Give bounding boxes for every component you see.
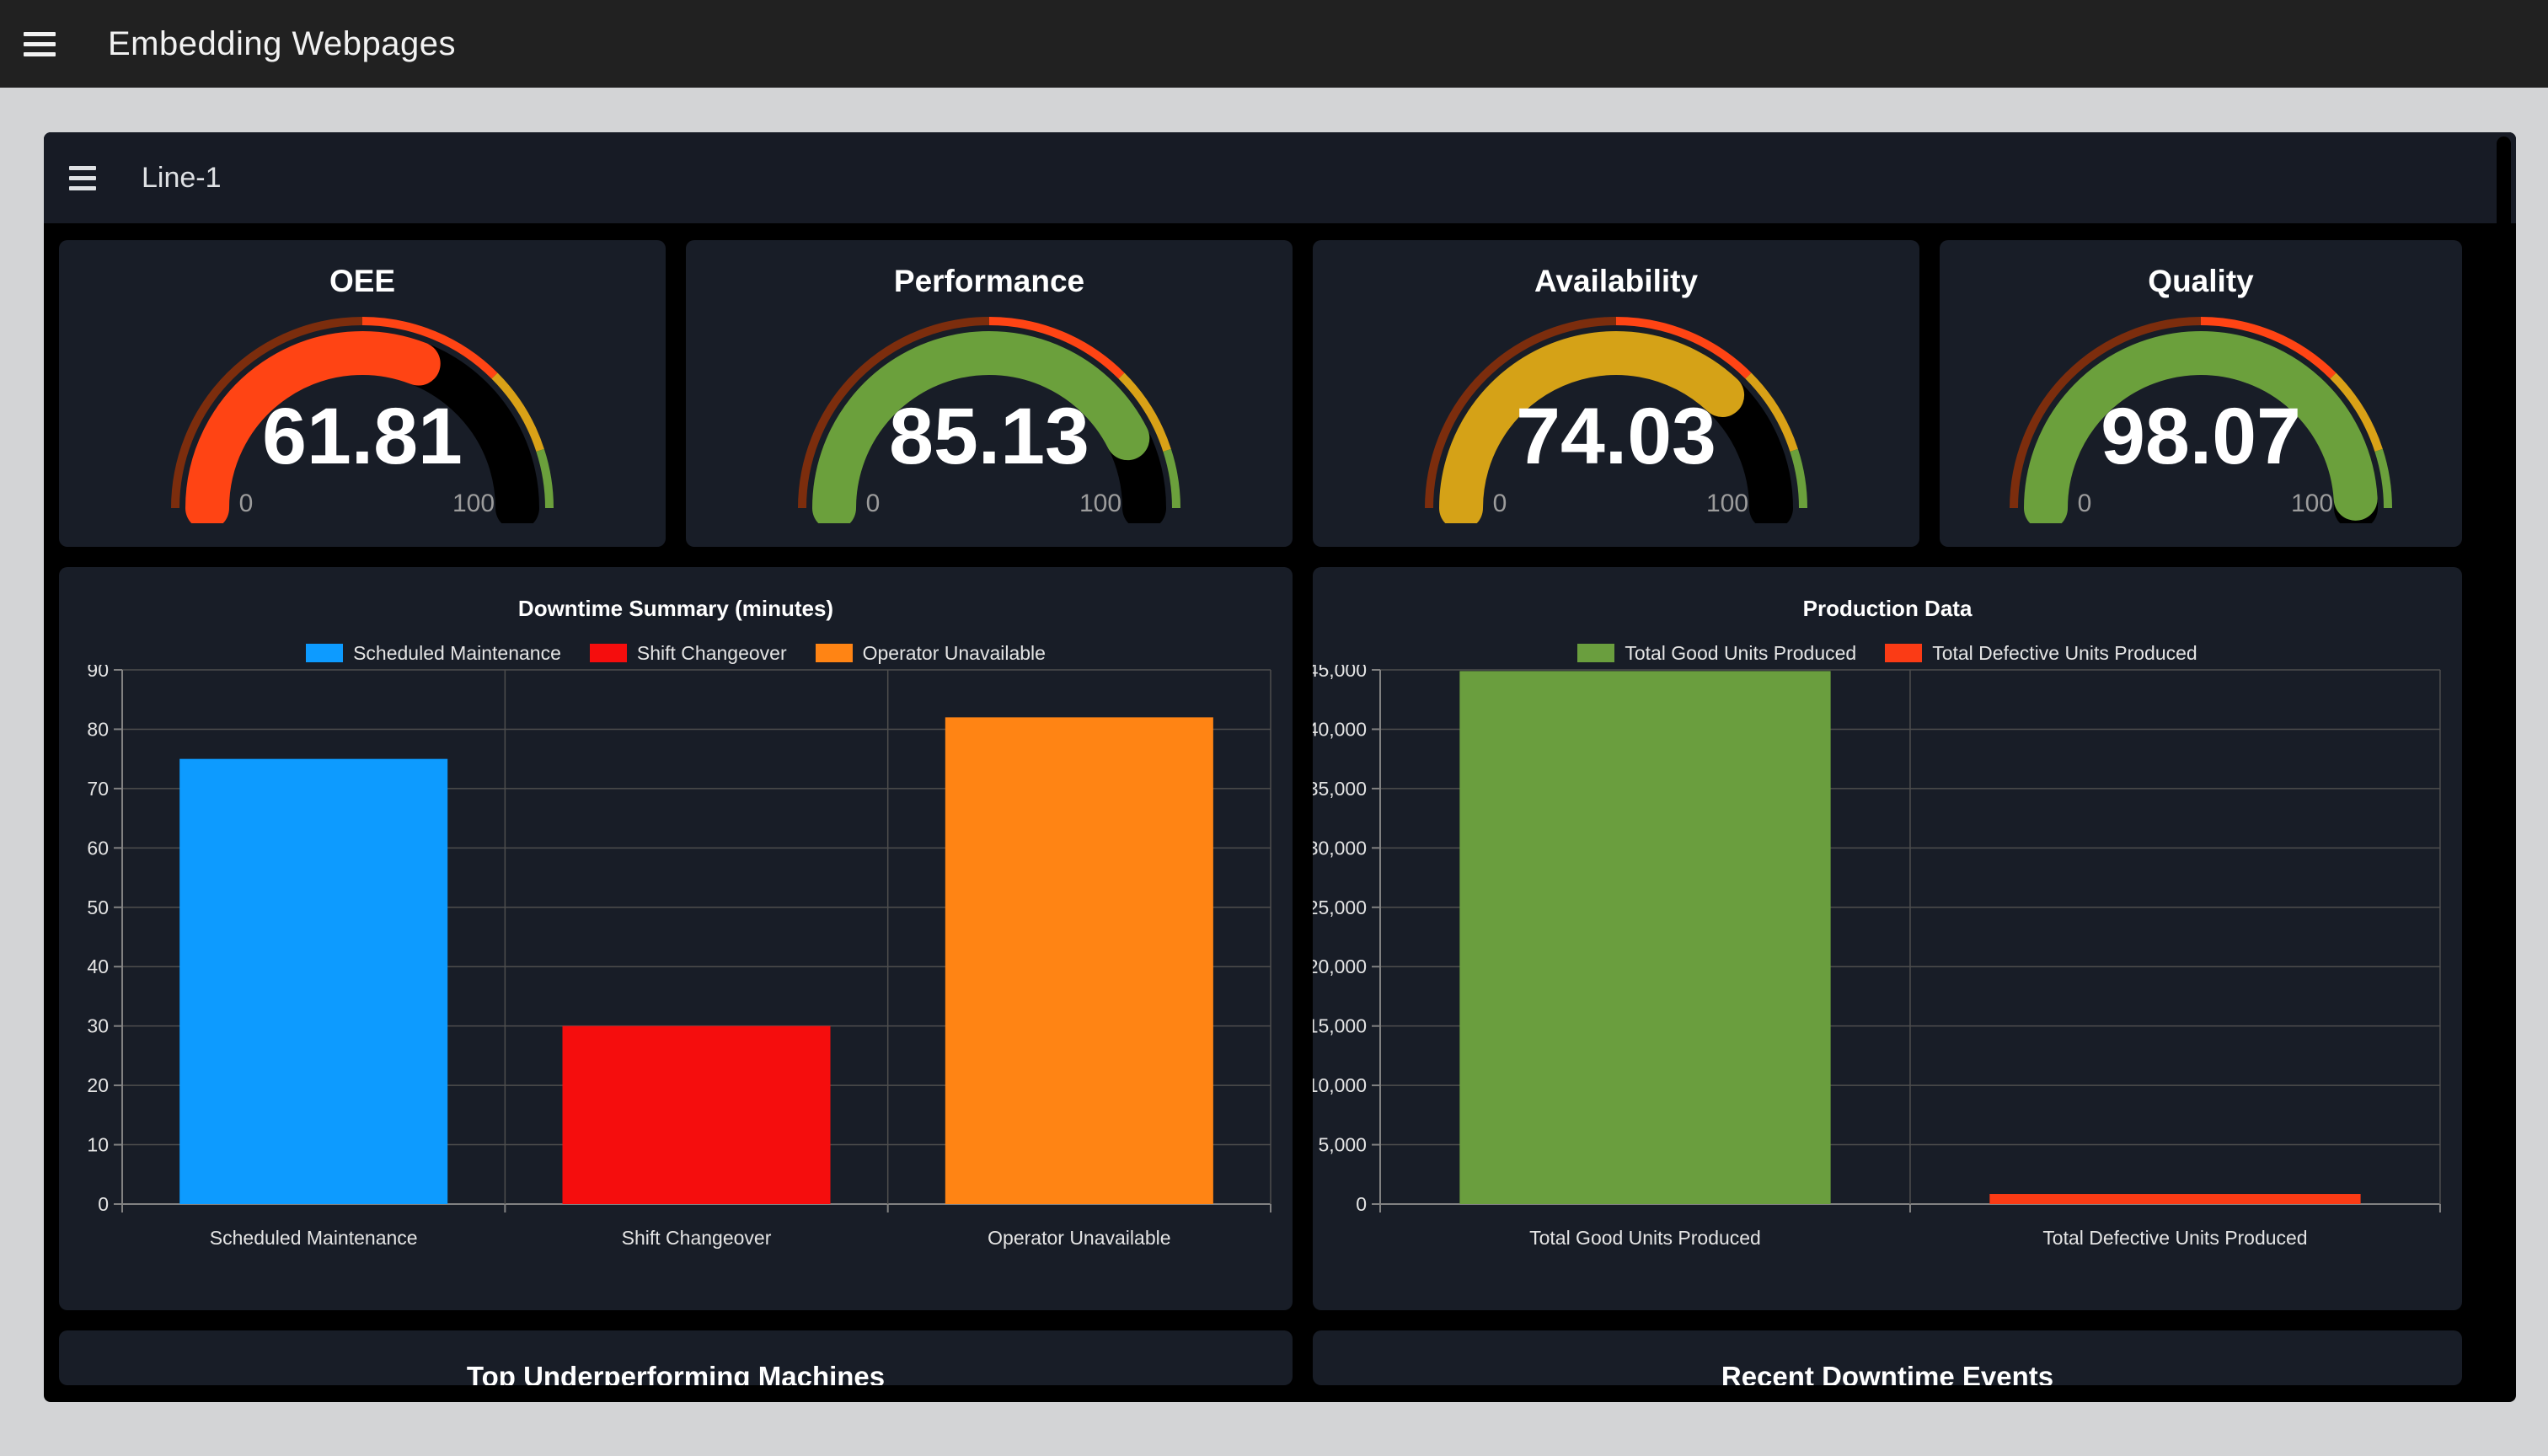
dashboard-menu-icon[interactable]: [69, 153, 106, 203]
gauge-panel-quality: Quality 98.07 0 100: [1940, 240, 2462, 547]
legend-item[interactable]: Shift Changeover: [589, 641, 787, 665]
bar-total-good-units-produced[interactable]: [1459, 671, 1831, 1204]
top-app-bar: Embedding Webpages: [0, 0, 2548, 88]
svg-text:0: 0: [239, 490, 254, 517]
svg-text:45,000: 45,000: [1313, 665, 1367, 681]
production-data-chart[interactable]: 0 5,000 10,000 15,000 20,000 25,000 30,000 35,0…: [1313, 665, 2462, 1310]
legend-swatch: [306, 644, 344, 662]
hamburger-bar: [69, 175, 96, 180]
svg-text:30,000: 30,000: [1313, 837, 1367, 859]
legend-label: Operator Unavailable: [862, 641, 1046, 664]
gauge-title: Availability: [1534, 264, 1699, 298]
svg-text:Operator Unavailable: Operator Unavailable: [988, 1227, 1170, 1249]
dashboard-title: Line-1: [142, 161, 222, 194]
embedded-dashboard: Line-1 OEE 61.81 0 100 Performance 85.13 0 1…: [44, 132, 2516, 1402]
svg-text:Scheduled Maintenance: Scheduled Maintenance: [210, 1227, 418, 1249]
svg-text:90: 90: [87, 665, 109, 681]
svg-text:0: 0: [866, 490, 881, 517]
svg-text:5,000: 5,000: [1318, 1134, 1367, 1156]
svg-text:70: 70: [87, 778, 109, 800]
gauge-title: Performance: [893, 264, 1085, 298]
gauge-performance: 85.13 0 100: [798, 317, 1181, 523]
hamburger-bar: [69, 165, 96, 170]
gauge-panel-availability: Availability 74.03 0 100: [1313, 240, 1920, 547]
svg-text:80: 80: [87, 718, 109, 740]
svg-text:100: 100: [2291, 490, 2333, 517]
hamburger-bar: [24, 31, 56, 36]
legend-swatch: [1885, 644, 1923, 662]
svg-text:0: 0: [98, 1193, 109, 1215]
svg-text:Shift Changeover: Shift Changeover: [622, 1227, 772, 1249]
svg-text:0: 0: [1493, 490, 1507, 517]
bar-scheduled-maintenance[interactable]: [179, 758, 448, 1204]
svg-text:50: 50: [87, 897, 109, 918]
bar-operator-unavailable[interactable]: [945, 717, 1213, 1204]
svg-text:60: 60: [87, 837, 109, 859]
svg-text:10,000: 10,000: [1313, 1074, 1367, 1096]
svg-text:35,000: 35,000: [1313, 778, 1367, 800]
legend-item[interactable]: Total Good Units Produced: [1577, 642, 1856, 665]
svg-text:0: 0: [1356, 1193, 1367, 1215]
legend-swatch: [589, 644, 627, 662]
legend-label: Total Good Units Produced: [1625, 641, 1857, 664]
gauge-panel-performance: Performance 85.13 0 100: [686, 240, 1293, 547]
svg-text:Total Defective Units Produced: Total Defective Units Produced: [2042, 1227, 2307, 1249]
hamburger-bar: [24, 41, 56, 46]
chart-legend: Scheduled Maintenance Shift Changeover Ope…: [59, 641, 1293, 665]
legend-item[interactable]: Operator Unavailable: [815, 641, 1046, 665]
downtime-summary-panel: Downtime Summary (minutes) Scheduled Mai…: [59, 567, 1293, 1310]
downtime-summary-chart[interactable]: 0 10 20 30 40 50 60 70 80 90 Scheduled Maintenance…: [59, 665, 1293, 1310]
svg-text:100: 100: [1706, 490, 1748, 517]
svg-text:20,000: 20,000: [1313, 956, 1367, 977]
gauge-value: 61.81: [262, 392, 463, 481]
svg-text:40: 40: [87, 956, 109, 977]
svg-text:25,000: 25,000: [1313, 897, 1367, 918]
chart-legend: Total Good Units Produced Total Defective…: [1313, 641, 2462, 665]
gauge-value: 85.13: [889, 392, 1089, 481]
gauge-oee: 61.81 0 100: [171, 317, 554, 523]
hamburger-bar: [69, 185, 96, 190]
chart-title: Downtime Summary (minutes): [517, 596, 834, 621]
gauge-title: OEE: [329, 264, 396, 298]
gauge-value: 98.07: [2101, 392, 2301, 481]
legend-swatch: [1577, 644, 1615, 662]
legend-label: Shift Changeover: [636, 641, 787, 664]
legend-label: Total Defective Units Produced: [1932, 641, 2197, 664]
chart-title: Production Data: [1802, 596, 1973, 621]
gauge-title: Quality: [2148, 264, 2254, 298]
svg-text:30: 30: [87, 1015, 109, 1037]
gauge-panel-oee: OEE 61.81 0 100: [59, 240, 666, 547]
dashboard-scrollbar-thumb[interactable]: [2497, 136, 2511, 490]
recent-downtime-events-panel: Recent Downtime Events: [1313, 1330, 2462, 1385]
svg-text:100: 100: [1079, 490, 1121, 517]
svg-text:100: 100: [452, 490, 495, 517]
svg-text:15,000: 15,000: [1313, 1015, 1367, 1037]
bar-shift-changeover[interactable]: [562, 1025, 831, 1204]
hamburger-bar: [24, 51, 56, 56]
app-menu-icon[interactable]: [24, 19, 61, 69]
dashboard-grid: OEE 61.81 0 100 Performance 85.13 0 100 Avai…: [44, 223, 2516, 1385]
app-title: Embedding Webpages: [108, 24, 456, 62]
svg-text:0: 0: [2078, 490, 2092, 517]
panel-title: Recent Downtime Events: [1721, 1361, 2054, 1385]
legend-swatch: [815, 644, 853, 662]
legend-label: Scheduled Maintenance: [353, 641, 561, 664]
legend-item[interactable]: Total Defective Units Produced: [1885, 642, 2197, 665]
gauge-value: 74.03: [1516, 392, 1716, 481]
gauge-quality: 98.07 0 100: [2010, 317, 2393, 523]
svg-text:Total Good Units Produced: Total Good Units Produced: [1529, 1227, 1761, 1249]
dashboard-header: Line-1: [44, 132, 2516, 223]
svg-text:40,000: 40,000: [1313, 718, 1367, 740]
legend-item[interactable]: Scheduled Maintenance: [306, 642, 561, 665]
gauge-availability: 74.03 0 100: [1425, 317, 1808, 523]
production-data-panel: Production Data Total Good Units Produce…: [1313, 567, 2462, 1310]
top-underperforming-machines-panel: Top Underperforming Machines: [59, 1330, 1293, 1385]
svg-text:10: 10: [87, 1134, 109, 1156]
svg-text:20: 20: [87, 1074, 109, 1096]
panel-title: Top Underperforming Machines: [466, 1361, 886, 1385]
bar-total-defective-units-produced[interactable]: [1989, 1194, 2361, 1204]
